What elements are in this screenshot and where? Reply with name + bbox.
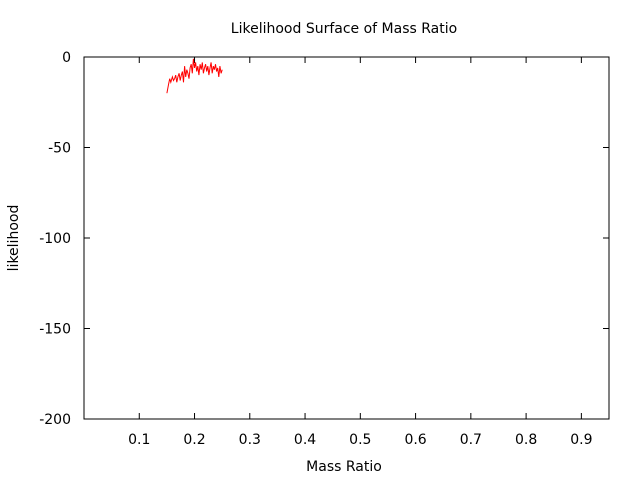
- y-tick-label: -100: [39, 231, 71, 247]
- x-axis-label: Mass Ratio: [306, 459, 382, 475]
- y-axis-label: likelihood: [6, 205, 22, 272]
- chart-title: Likelihood Surface of Mass Ratio: [231, 21, 457, 37]
- x-tick-label: 0.9: [570, 432, 592, 448]
- y-tick-labels: 0 -50 -100 -150 -200: [39, 50, 71, 428]
- x-tick-label: 0.4: [294, 432, 316, 448]
- y-tick-label: 0: [62, 50, 71, 66]
- x-tick-label: 0.7: [460, 432, 482, 448]
- y-tick-label: -200: [39, 412, 71, 428]
- x-tick-label: 0.8: [515, 432, 537, 448]
- x-tick-label: 0.5: [349, 432, 371, 448]
- tick-marks: [84, 56, 609, 420]
- plot-frame: [83, 56, 610, 420]
- y-tick-label: -150: [39, 322, 71, 338]
- series-line: [166, 58, 223, 94]
- x-tick-label: 0.2: [183, 432, 205, 448]
- x-tick-labels: 0.1 0.2 0.3 0.4 0.5 0.6 0.7 0.8 0.9: [128, 432, 592, 448]
- y-tick-label: -50: [48, 141, 71, 157]
- x-tick-label: 0.6: [404, 432, 426, 448]
- x-tick-label: 0.1: [128, 432, 150, 448]
- x-tick-label: 0.3: [239, 432, 261, 448]
- series-group: [166, 58, 223, 94]
